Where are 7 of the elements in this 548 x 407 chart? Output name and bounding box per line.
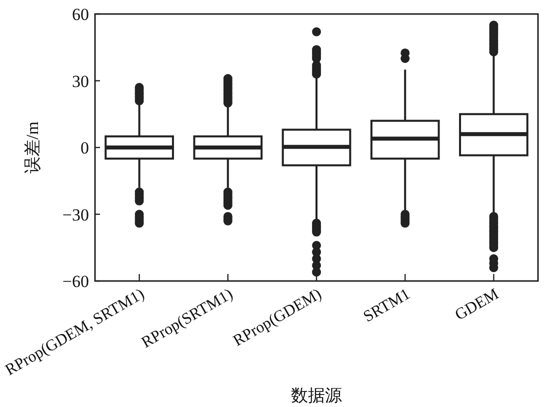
- y-tick-label: −30: [62, 205, 89, 224]
- y-tick-label: −60: [62, 272, 89, 291]
- y-tick-label: 30: [72, 72, 89, 91]
- y-tick-label: 60: [72, 5, 89, 24]
- x-axis-title: 数据源: [291, 386, 342, 405]
- y-axis-title: 误差/m: [23, 122, 42, 174]
- y-tick-label: 0: [80, 138, 89, 158]
